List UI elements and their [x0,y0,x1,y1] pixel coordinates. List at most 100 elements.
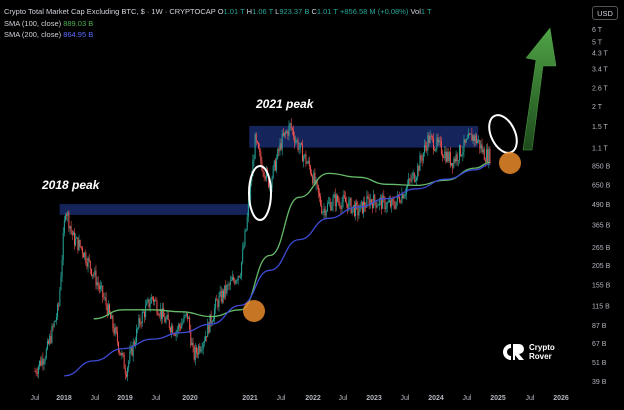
candle-body [114,327,116,335]
candle-body [86,262,88,267]
candle-body [320,196,322,206]
x-tick-label: 2026 [553,395,569,402]
candle-body [255,134,257,141]
candle-body [40,360,42,366]
x-tick-label: 2025 [490,395,506,402]
sma100-line [93,161,490,320]
candle-body [177,324,179,330]
candle-body [281,133,283,150]
candle-body [410,179,412,181]
x-tick-label: 2020 [182,395,198,402]
candle-body [80,246,82,248]
candle-body [483,149,485,161]
candle-body [464,139,466,143]
sma100-legend[interactable]: SMA (100, close) 889.03 B [4,19,94,28]
x-tick-label: Jul [152,395,161,402]
candle-body [299,143,301,149]
candle-body [435,148,437,151]
candle-body [87,258,89,267]
candle-body [202,342,204,349]
candle-body [175,331,177,336]
candle-body [219,291,221,296]
candle-body [297,140,299,150]
candle-body [228,284,230,286]
candle-body [90,268,92,276]
y-tick-label: 2.6 T [592,85,609,92]
candle-body [400,201,402,203]
candle-body [242,248,244,262]
candle-body [189,318,191,330]
candle-body [165,318,167,323]
candle-body [44,358,46,362]
y-tick-label: 87 B [592,323,607,330]
candle-body [62,232,64,260]
candle-body [279,143,281,152]
candle-body [99,286,101,290]
candle-body [110,312,112,319]
candle-body [356,202,358,205]
candle-body [414,180,416,182]
candle-body [428,135,430,144]
candle-body [420,155,422,160]
candle-body [271,178,273,188]
candle-body [41,358,43,366]
y-tick-label: 4.3 T [592,50,609,57]
candle-body [409,178,411,180]
logo-line1: Crypto [529,343,555,352]
candle-body [239,276,241,278]
y-tick-label: 2 T [592,104,603,111]
y-tick-label: 115 B [592,303,610,310]
candle-body [419,155,421,171]
candle-body [330,202,332,211]
candle-body [203,340,205,343]
candle-body [329,202,331,203]
x-axis: Jul 2018 Jul 2019 Jul 2020 2021 Jul 2022 Jul 2023 J… [31,395,569,402]
candle-body [298,148,300,150]
candle-body [489,148,491,164]
candle-body [309,166,311,174]
candle-body [425,145,427,147]
candle-body [225,285,227,294]
highlight-ellipse-2021 [248,165,272,221]
candle-body [362,201,364,214]
candle-body [368,197,370,206]
candle-body [210,314,212,324]
x-tick-label: Jul [401,395,410,402]
candle-body [296,140,298,141]
x-tick-label: Jul [91,395,100,402]
candle-body [237,275,239,281]
candle-body [191,342,193,346]
candle-body [287,131,289,136]
candle-body [149,303,151,308]
candle-body [138,318,140,328]
candle-body [479,139,481,149]
resistance-zones [59,125,479,215]
candle-body [430,135,432,137]
candle-body [291,128,293,130]
candle-body [488,148,490,163]
candle-body [322,212,324,214]
candle-body [59,289,61,306]
candle-body [290,123,292,129]
candle-body [226,285,228,294]
candle-body [404,194,406,196]
candle-body [375,201,377,208]
candle-body [449,152,451,166]
candle-body [373,194,375,209]
candle-body [403,195,405,199]
candle-body [258,142,260,149]
candle-body [195,347,197,353]
y-tick-label: 365 B [592,223,611,230]
sma200-legend[interactable]: SMA (200, close) 864.95 B [4,30,94,39]
candle-body [347,203,349,211]
candle-body [331,205,333,211]
candle-body [185,313,187,315]
candle-body [302,144,304,162]
currency-button[interactable]: USD [592,6,618,20]
candle-body [351,207,353,214]
candle-body [472,135,474,141]
candle-body [440,141,442,154]
candle-body [168,320,170,328]
crypto-rover-logo: Crypto Rover [501,341,555,363]
